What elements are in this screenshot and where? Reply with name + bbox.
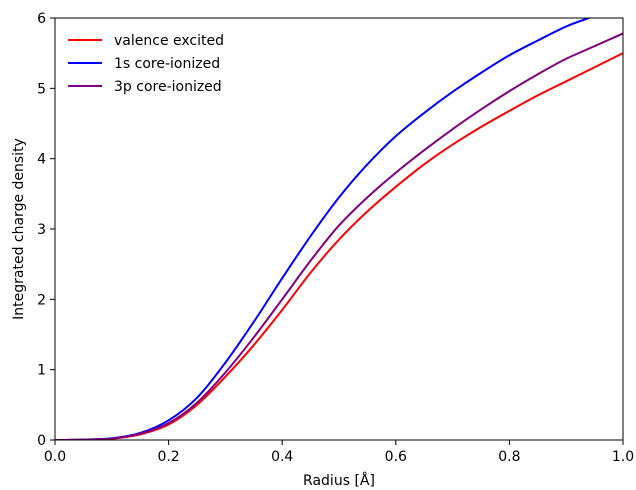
x-axis-label: Radius [Å]	[303, 472, 375, 489]
y-tick-label: 5	[37, 81, 46, 97]
y-axis: 0 1 2 3 4 5 6	[37, 11, 55, 449]
legend-label-valence-excited: valence excited	[114, 33, 224, 49]
y-tick-label: 6	[37, 11, 46, 27]
y-tick-label: 3	[37, 222, 46, 238]
x-tick-label: 0.2	[157, 449, 179, 465]
x-axis: 0.0 0.2 0.4 0.6 0.8 1.0	[44, 440, 634, 465]
y-axis-label: Integrated charge density	[11, 138, 27, 320]
legend: valence excited 1s core-ionized 3p core-io…	[68, 33, 224, 95]
series-layer	[55, 18, 623, 440]
series-line-valence-excited	[55, 52, 623, 440]
x-tick-label: 0.4	[271, 449, 293, 465]
x-tick-label: 0.0	[44, 449, 66, 465]
x-tick-label: 0.8	[498, 449, 520, 465]
y-tick-label: 4	[37, 152, 46, 168]
legend-label-3p-core-ionized: 3p core-ionized	[114, 79, 222, 95]
legend-label-1s-core-ionized: 1s core-ionized	[114, 56, 220, 72]
x-tick-label: 0.6	[385, 449, 407, 465]
y-tick-label: 2	[37, 292, 46, 308]
x-tick-label: 1.0	[612, 449, 634, 465]
y-tick-label: 0	[37, 433, 46, 449]
y-tick-label: 1	[37, 363, 46, 379]
series-line-3p-core-ionized	[55, 32, 623, 440]
